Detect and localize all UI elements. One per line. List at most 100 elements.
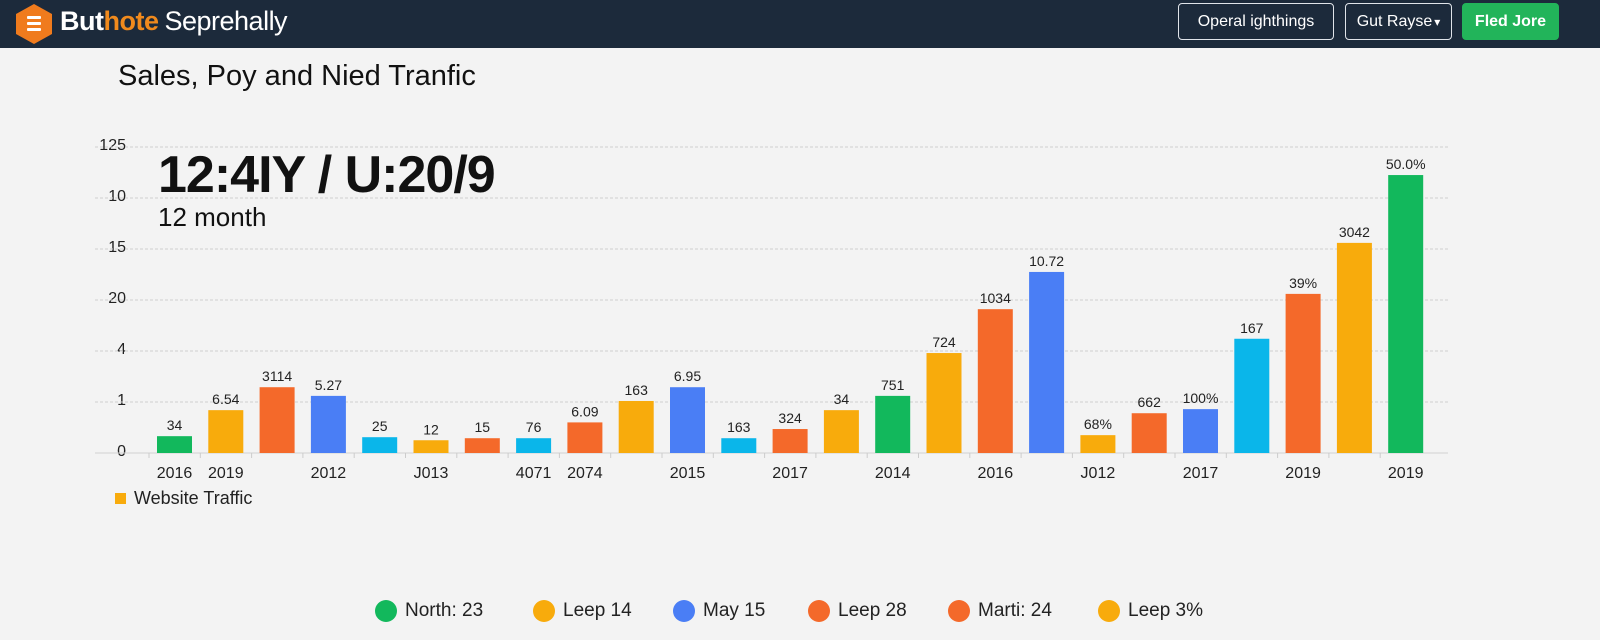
brand-part: But (60, 6, 104, 36)
bar (977, 309, 1013, 453)
bar-value-label: 39% (1289, 275, 1317, 291)
operal-button[interactable]: Operal ighthings (1178, 3, 1334, 40)
legend-item: Leep 28 (808, 600, 907, 622)
y-tick-label: 125 (99, 137, 126, 154)
x-tick-label: 2017 (772, 465, 808, 482)
legend-item: Leep 3% (1098, 600, 1203, 622)
bar-value-label: 324 (778, 410, 802, 426)
legend-label: Marti: 24 (978, 600, 1052, 621)
bar-value-label: 1034 (980, 290, 1011, 306)
bar (1336, 242, 1372, 453)
bar-value-label: 6.54 (212, 391, 239, 407)
brand-part: Seprehally (164, 6, 288, 36)
dropdown-button[interactable]: Gut Rayse ▾ (1345, 3, 1452, 40)
y-tick-label: 0 (117, 443, 126, 460)
y-tick-label: 15 (108, 239, 126, 256)
y-tick-label: 1 (117, 392, 126, 409)
legend-label: May 15 (703, 600, 766, 621)
bar-value-label: 6.95 (674, 368, 701, 384)
y-tick-label: 4 (117, 341, 126, 358)
chart-title: Sales, Poy and Nied Tranfic (118, 60, 476, 92)
legend-item: May 15 (673, 600, 765, 622)
x-tick-label: 2016 (978, 465, 1014, 482)
caret-down-icon: ▾ (1434, 14, 1441, 29)
primary-action-button[interactable]: Fled Jore (1462, 3, 1559, 40)
bar-value-label: 100% (1183, 390, 1219, 406)
legend-dot-icon (673, 600, 695, 622)
x-tick-label: J012 (1081, 465, 1116, 482)
x-tick-label: 2019 (1388, 465, 1424, 482)
bar-value-label: 10.72 (1029, 253, 1064, 269)
legend-dot-icon (1098, 600, 1120, 622)
legend-swatch (115, 493, 126, 504)
bar (1285, 293, 1321, 453)
bar (362, 437, 398, 453)
legend-dot-icon (948, 600, 970, 622)
legend-label: Leep 14 (563, 600, 632, 621)
x-tick-label: 2016 (157, 465, 193, 482)
bar (772, 429, 808, 453)
x-tick-label: 4071 (516, 465, 552, 482)
list-hexagon-icon (16, 4, 52, 44)
bar (670, 387, 705, 453)
bar-value-label: 15 (475, 419, 491, 435)
bar (259, 387, 295, 453)
legend-dot-icon (533, 600, 555, 622)
bar-value-label: 34 (167, 417, 183, 433)
bar (208, 410, 244, 453)
y-tick-label: 20 (108, 290, 126, 307)
bar-value-label: 12 (423, 421, 439, 437)
bar-value-label: 50.0% (1386, 156, 1426, 172)
bar-value-label: 167 (1240, 320, 1264, 336)
bar-value-label: 76 (526, 419, 542, 435)
bar-value-label: 68% (1084, 416, 1112, 432)
bar-value-label: 25 (372, 418, 388, 434)
x-tick-label: 2019 (1285, 465, 1321, 482)
x-tick-label: 2015 (670, 465, 706, 482)
bar (1131, 413, 1167, 453)
bar (618, 400, 654, 453)
bar-value-label: 724 (932, 334, 956, 350)
legend-label: North: 23 (405, 600, 484, 621)
legend-label: Leep 3% (1128, 600, 1204, 621)
bar (516, 438, 552, 453)
top-navigation-bar: Buthote Seprehally Operal ighthings Gut R… (0, 0, 1600, 48)
bar (157, 436, 192, 453)
bar-value-label: 163 (727, 419, 751, 435)
dropdown-label: Gut Rayse (1356, 12, 1433, 30)
brand-part: hote (103, 6, 159, 36)
legend-item: Leep 14 (533, 600, 632, 622)
bar-value-label: 662 (1138, 394, 1162, 410)
bar (1388, 175, 1424, 454)
bar-value-label: 6.09 (571, 403, 598, 419)
legend-item: North: 23 (375, 600, 483, 622)
bar-value-label: 3042 (1339, 224, 1370, 240)
legend-dot-icon (375, 600, 397, 622)
bar (875, 395, 911, 453)
bar (567, 422, 603, 453)
bar (1234, 338, 1270, 453)
x-tick-label: 2017 (1183, 465, 1219, 482)
bar (721, 438, 757, 453)
bar (1183, 409, 1218, 453)
bar (1080, 435, 1116, 453)
x-tick-label: 2074 (567, 465, 603, 482)
bar (823, 410, 859, 453)
x-tick-label: 2014 (875, 465, 911, 482)
x-tick-label: J013 (414, 465, 449, 482)
bar-value-label: 5.27 (315, 377, 342, 393)
bar-value-label: 3114 (262, 368, 292, 384)
bar-value-label: 34 (834, 391, 850, 407)
x-tick-label: 2019 (208, 465, 244, 482)
headline-value: 12:4IY / U:20/9 (158, 146, 496, 204)
y-tick-label: 10 (108, 188, 126, 205)
bar (413, 440, 449, 453)
bar-value-label: 163 (625, 382, 649, 398)
legend-label: Website Traffic (134, 488, 253, 508)
x-tick-label: 2012 (311, 465, 347, 482)
bar (310, 395, 346, 453)
legend-item: Marti: 24 (948, 600, 1052, 622)
brand-logo[interactable]: Buthote Seprehally (60, 6, 288, 37)
bar (1029, 271, 1065, 453)
